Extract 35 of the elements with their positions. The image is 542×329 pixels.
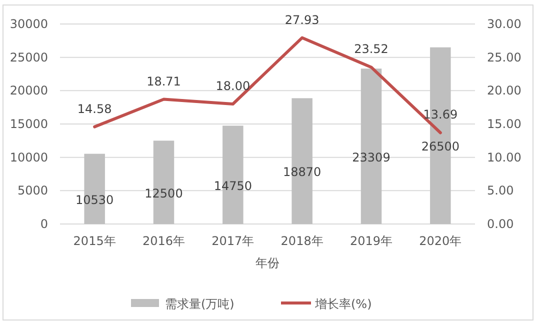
data-label: 13.69 xyxy=(423,108,458,122)
y2-tick-label: 5.00 xyxy=(487,184,514,198)
x-tick-label: 2018年 xyxy=(280,234,324,248)
y-tick-label: 0 xyxy=(40,217,48,231)
data-label: 23309 xyxy=(352,150,390,164)
y-tick-label: 10000 xyxy=(10,150,48,164)
y2-tick-label: 20.00 xyxy=(487,84,522,98)
x-tick-label: 2020年 xyxy=(419,234,462,248)
y2-tick-label: 30.00 xyxy=(487,17,522,31)
x-tick-label: 2015年 xyxy=(73,234,116,248)
data-label: 12500 xyxy=(144,186,183,200)
y2-tick-label: 15.00 xyxy=(487,117,522,131)
y2-tick-label: 0.00 xyxy=(487,217,514,231)
data-label: 14750 xyxy=(214,178,252,193)
y-tick-label: 20000 xyxy=(10,84,48,98)
data-label: 27.93 xyxy=(284,12,320,27)
data-label: 26500 xyxy=(421,140,460,154)
data-label: 18.00 xyxy=(216,79,250,93)
data-label: 18870 xyxy=(282,165,322,180)
x-tick-label: 2017年 xyxy=(212,234,254,248)
y-tick-label: 5000 xyxy=(17,184,48,198)
legend-label: 增长率(%) xyxy=(314,297,372,311)
data-label: 18.71 xyxy=(146,74,181,88)
data-label: 23.52 xyxy=(354,42,388,56)
y-tick-label: 25000 xyxy=(10,50,48,64)
x-tick-label: 2019年 xyxy=(350,234,393,248)
y2-tick-label: 10.00 xyxy=(487,150,522,164)
data-label: 10530 xyxy=(75,192,114,207)
x-tick-label: 2016年 xyxy=(142,234,186,248)
y2-tick-label: 25.00 xyxy=(487,50,522,64)
data-label: 14.58 xyxy=(77,102,112,116)
y-tick-label: 30000 xyxy=(10,17,48,31)
x-axis-title: 年份 xyxy=(256,256,280,270)
legend-label: 需求量(万吨) xyxy=(165,297,234,311)
y-tick-label: 15000 xyxy=(10,117,48,131)
